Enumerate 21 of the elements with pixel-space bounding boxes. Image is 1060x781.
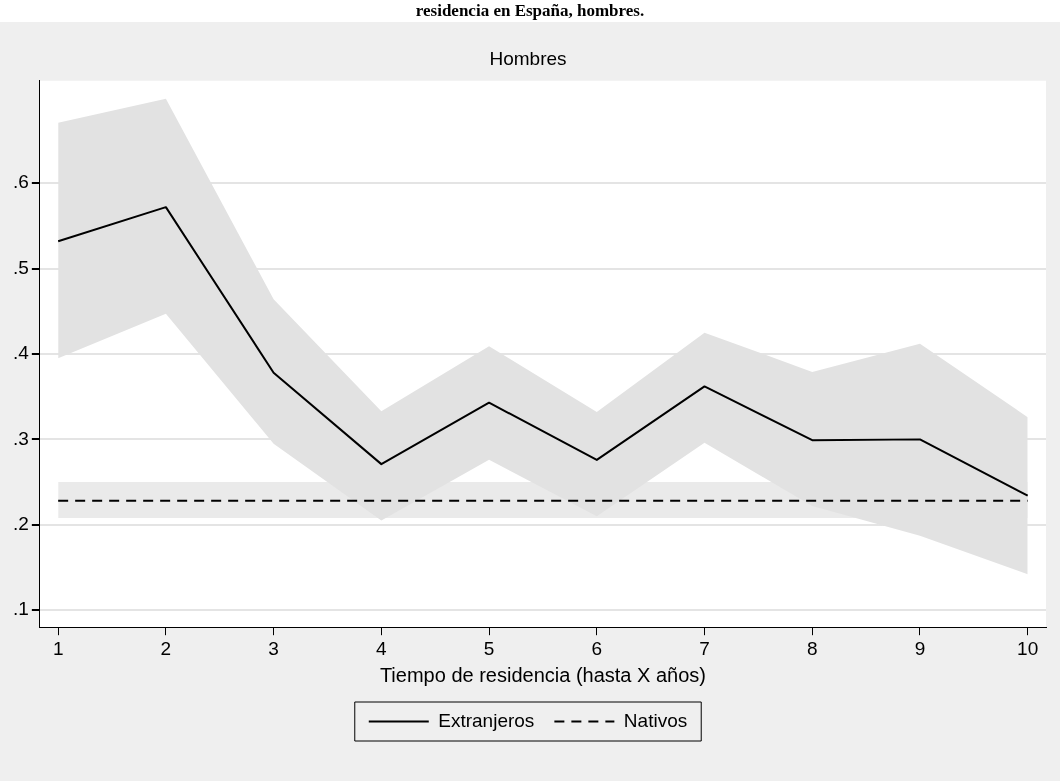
x-tick-label: 10 xyxy=(1017,637,1039,659)
y-tick-label: .6 xyxy=(12,171,29,193)
legend-label: Extranjeros xyxy=(438,709,535,731)
x-axis-title: Tiempo de residencia (hasta X años) xyxy=(379,663,706,686)
y-tick-label: .1 xyxy=(12,598,29,620)
x-tick-label: 3 xyxy=(268,637,279,659)
y-tick-label: .3 xyxy=(12,427,29,449)
x-tick-label: 6 xyxy=(591,637,603,659)
x-tick-label: 8 xyxy=(806,637,818,659)
x-tick-label: 5 xyxy=(483,637,495,659)
y-tick-label: .5 xyxy=(12,256,29,278)
y-tick-label: .2 xyxy=(12,512,29,534)
x-tick-label: 4 xyxy=(376,637,388,659)
legend-label: Nativos xyxy=(623,709,688,731)
x-tick-label: 1 xyxy=(52,637,64,659)
x-tick-label: 2 xyxy=(160,637,172,659)
y-tick-label: .4 xyxy=(12,342,30,364)
chart-title: residencia en España, hombres. xyxy=(0,0,1060,22)
x-tick-label: 9 xyxy=(914,637,926,659)
x-tick-label: 7 xyxy=(699,637,710,659)
chart-subtitle: Hombres xyxy=(489,47,567,69)
